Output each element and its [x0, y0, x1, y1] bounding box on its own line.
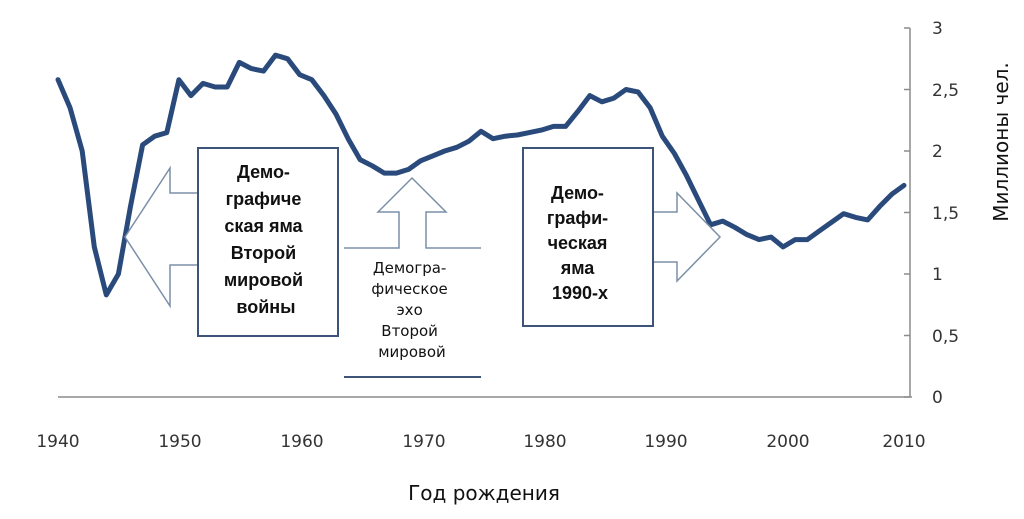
annotation-line: Демо- — [237, 162, 290, 182]
annotation-line: Второй — [381, 322, 438, 340]
x-axis-title: Год рождения — [408, 481, 560, 505]
right-arrow-outline — [653, 191, 722, 283]
annotation-line: фическое — [371, 280, 447, 298]
y-ticks: 0 0,5 1 1,5 2 2,5 3 — [904, 19, 959, 408]
x-tick-label: 1940 — [36, 432, 79, 452]
y-tick: 2,5 — [904, 81, 959, 101]
y-tick: 0 — [904, 388, 943, 408]
x-tick-label: 1960 — [280, 432, 323, 452]
annotation-ww2-dip: Демо- графиче ская яма Второй мировой во… — [124, 147, 339, 337]
annotation-line: Второй — [231, 243, 296, 263]
x-tick-label: 1990 — [644, 432, 687, 452]
annotation-echo: Демогра- фическое эхо Второй мировой — [344, 176, 481, 378]
annotation-line: графиче — [226, 189, 302, 209]
x-tick-label: 2010 — [882, 432, 925, 452]
annotation-line: графи- — [547, 208, 608, 228]
annotation-line: мировой — [224, 270, 303, 290]
annotation-line: эхо — [396, 301, 422, 319]
y-tick-label: 0,5 — [932, 327, 959, 347]
series-line — [55, 52, 907, 298]
y-tick: 1 — [904, 265, 943, 285]
annotation-box — [522, 147, 654, 327]
annotation-box — [197, 147, 339, 337]
annotation-text: Демо- графиче ская яма Второй мировой во… — [224, 162, 308, 317]
annotation-line: ческая — [548, 233, 608, 253]
y-tick-label: 1 — [932, 265, 943, 285]
annotation-line: войны — [236, 297, 295, 317]
y-tick: 0,5 — [904, 327, 959, 347]
y-axis-title: Миллионы чел. — [989, 62, 1013, 222]
x-tick-label: 1950 — [158, 432, 201, 452]
y-tick: 2 — [904, 142, 943, 162]
annotation-line: Демогра- — [373, 259, 446, 277]
annotation-text: Демо- графи- ческая яма 1990-х — [547, 183, 613, 303]
x-tick-label: 2000 — [766, 432, 809, 452]
y-tick-label: 0 — [932, 388, 943, 408]
x-tick-label: 1980 — [523, 432, 566, 452]
annotation-1990s-dip: Демо- графи- ческая яма 1990-х — [522, 147, 722, 327]
annotation-line: яма — [560, 258, 596, 278]
annotation-text: Демогра- фическое эхо Второй мировой — [371, 259, 452, 361]
annotation-line: мировой — [378, 343, 446, 361]
y-tick-label: 1,5 — [932, 204, 959, 224]
annotation-line: Демо- — [551, 183, 604, 203]
annotation-line: ская яма — [224, 216, 303, 236]
y-tick-label: 2,5 — [932, 81, 959, 101]
up-arrow-outline — [344, 176, 481, 249]
y-tick-label: 3 — [932, 19, 943, 39]
y-tick: 3 — [904, 19, 943, 39]
x-tick-label: 1970 — [402, 432, 445, 452]
x-ticks: 1940 1950 1960 1970 1980 1990 2000 2010 — [36, 432, 925, 452]
y-tick-label: 2 — [932, 142, 943, 162]
y-tick: 1,5 — [904, 204, 959, 224]
left-arrow-outline — [124, 165, 198, 309]
annotation-line: 1990-х — [552, 283, 608, 303]
